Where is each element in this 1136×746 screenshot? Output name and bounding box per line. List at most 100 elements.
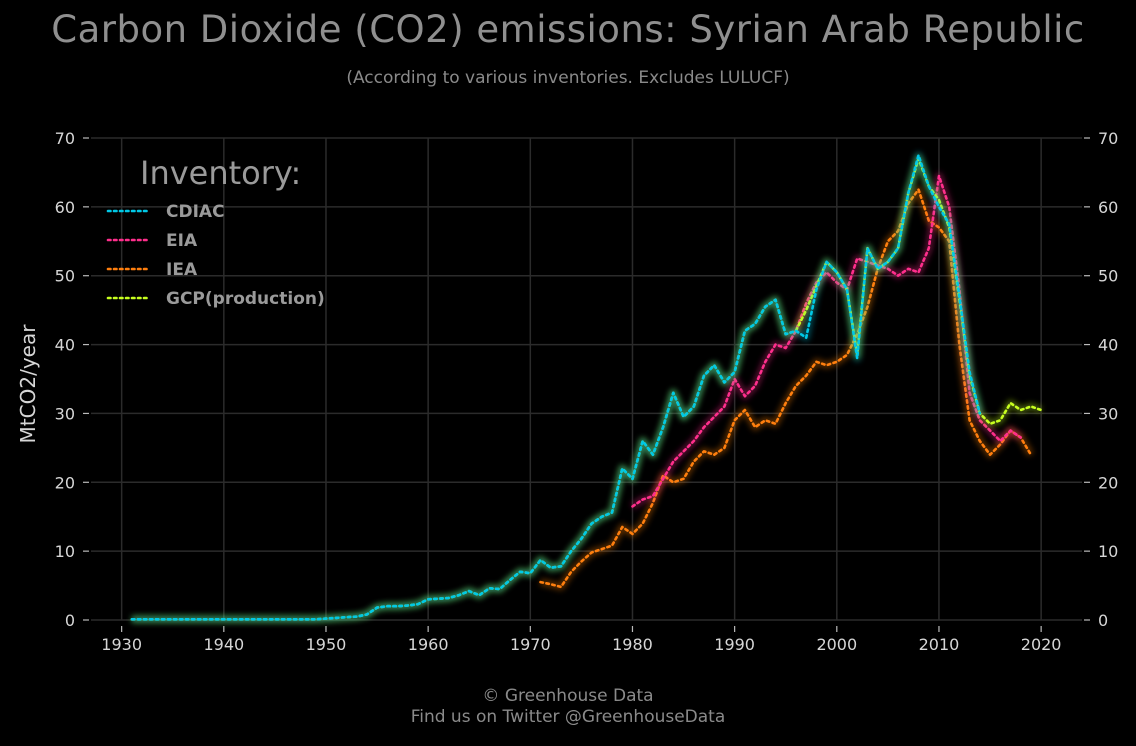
data-point xyxy=(672,392,674,394)
series-layer xyxy=(130,151,1043,623)
data-point xyxy=(560,586,562,588)
data-point xyxy=(223,618,225,620)
data-point xyxy=(488,587,490,589)
y-tick-label-left: 70 xyxy=(55,129,75,148)
data-point xyxy=(264,618,266,620)
data-point xyxy=(754,323,756,325)
data-point xyxy=(897,247,899,249)
data-point xyxy=(172,618,174,620)
data-point xyxy=(682,478,684,480)
x-tick-label: 1940 xyxy=(203,635,244,654)
legend-label: CDIAC xyxy=(166,202,225,222)
data-point xyxy=(407,604,409,606)
data-point xyxy=(499,588,501,590)
data-point xyxy=(642,440,644,442)
data-point xyxy=(580,560,582,562)
x-tick-label: 1960 xyxy=(408,635,449,654)
data-point xyxy=(744,330,746,332)
data-point xyxy=(836,271,838,273)
data-point xyxy=(846,354,848,356)
data-point xyxy=(1009,402,1011,404)
data-point xyxy=(1009,429,1011,431)
data-point xyxy=(764,419,766,421)
y-tick-label-right: 50 xyxy=(1098,267,1118,286)
data-point xyxy=(182,618,184,620)
data-point xyxy=(979,419,981,421)
x-tick-label: 2000 xyxy=(816,635,857,654)
data-point xyxy=(733,371,735,373)
data-point xyxy=(785,347,787,349)
data-point xyxy=(836,361,838,363)
data-point xyxy=(928,247,930,249)
data-point xyxy=(958,343,960,345)
data-point xyxy=(733,419,735,421)
data-point xyxy=(417,603,419,605)
data-point xyxy=(192,618,194,620)
data-point xyxy=(253,618,255,620)
y-tick-label-left: 30 xyxy=(55,404,75,423)
x-tick-label: 1990 xyxy=(714,635,755,654)
data-point xyxy=(907,268,909,270)
data-point xyxy=(631,478,633,480)
data-point xyxy=(1020,436,1022,438)
series-glow xyxy=(131,151,984,623)
data-point xyxy=(968,419,970,421)
data-point xyxy=(233,618,235,620)
data-point xyxy=(161,618,163,620)
data-point xyxy=(938,206,940,208)
data-point xyxy=(601,516,603,518)
data-point xyxy=(713,454,715,456)
data-point xyxy=(754,385,756,387)
data-point xyxy=(805,337,807,339)
data-point xyxy=(764,306,766,308)
data-point xyxy=(458,594,460,596)
x-tick-label: 1950 xyxy=(306,635,347,654)
data-point xyxy=(979,440,981,442)
data-point xyxy=(590,551,592,553)
data-point xyxy=(345,616,347,618)
y-tick-label-right: 0 xyxy=(1098,611,1108,630)
data-point xyxy=(682,450,684,452)
x-tick-label: 1930 xyxy=(101,635,142,654)
data-point xyxy=(1030,454,1032,456)
data-point xyxy=(652,495,654,497)
y-axis-label: MtCO2/year xyxy=(16,324,40,444)
data-point xyxy=(1030,405,1032,407)
data-point xyxy=(672,460,674,462)
data-point xyxy=(795,330,797,332)
footer: © Greenhouse Data Find us on Twitter @Gr… xyxy=(0,686,1136,728)
y-tick-label-left: 0 xyxy=(65,611,75,630)
y-tick-label-right: 20 xyxy=(1098,473,1118,492)
data-point xyxy=(866,306,868,308)
data-point xyxy=(376,606,378,608)
data-point xyxy=(294,618,296,620)
data-point xyxy=(631,533,633,535)
legend: Inventory: CDIAC EIA IEA GCP(production) xyxy=(106,154,325,309)
data-point xyxy=(335,617,337,619)
data-point xyxy=(355,615,357,617)
data-point xyxy=(846,288,848,290)
data-point xyxy=(999,440,1001,442)
y-tick-label-left: 40 xyxy=(55,336,75,355)
data-point xyxy=(897,275,899,277)
data-point xyxy=(519,571,521,573)
data-point xyxy=(621,526,623,528)
data-point xyxy=(805,374,807,376)
data-point xyxy=(825,261,827,263)
data-point xyxy=(754,426,756,428)
x-tick-label: 1980 xyxy=(612,635,653,654)
data-point xyxy=(550,567,552,569)
data-point xyxy=(468,590,470,592)
data-point xyxy=(744,409,746,411)
y-tick-label-right: 30 xyxy=(1098,404,1118,423)
data-point xyxy=(907,192,909,194)
legend-label: GCP(production) xyxy=(166,289,325,309)
data-point xyxy=(642,498,644,500)
data-point xyxy=(1040,409,1042,411)
data-point xyxy=(825,364,827,366)
data-point xyxy=(662,426,664,428)
data-point xyxy=(693,460,695,462)
data-point xyxy=(427,598,429,600)
y-tick-label-right: 60 xyxy=(1098,198,1118,217)
y-tick-label-left: 10 xyxy=(55,542,75,561)
